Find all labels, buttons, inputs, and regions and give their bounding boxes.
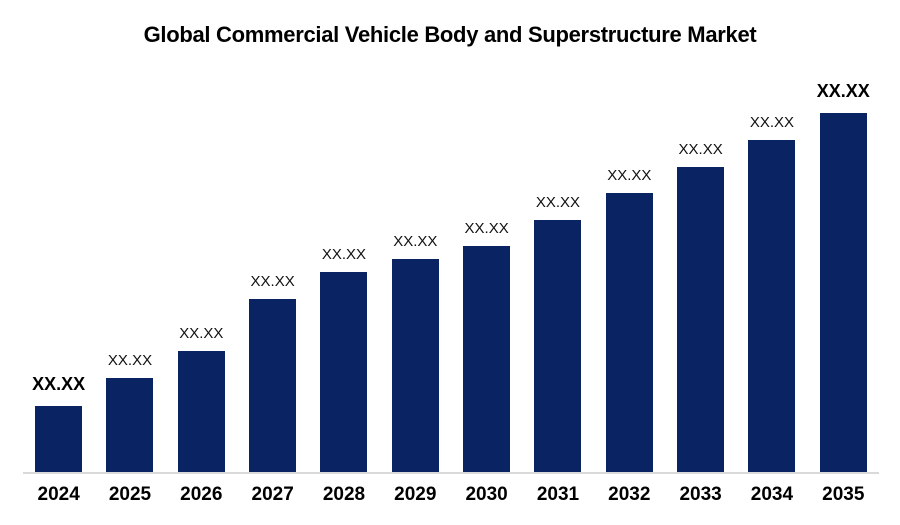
bars-row: XX.XX XX.XX XX.XX XX.XX XX.XX XX.XX XX.XX XX.XX… bbox=[23, 0, 879, 472]
bar-2033 bbox=[677, 167, 725, 472]
bar-2026 bbox=[177, 351, 225, 472]
bar-2028 bbox=[320, 272, 368, 472]
x-axis-label-2026: 2026 bbox=[180, 484, 223, 505]
bar-value-label: XX.XX bbox=[464, 220, 509, 237]
x-axis-label-2031: 2031 bbox=[536, 484, 580, 505]
bar-2032 bbox=[605, 193, 653, 472]
bar-2029 bbox=[391, 259, 439, 472]
bar-2024 bbox=[35, 406, 83, 472]
bar-2025 bbox=[106, 378, 154, 472]
bar-value-label: XX.XX bbox=[321, 246, 367, 263]
bar-slot: XX.XX bbox=[665, 0, 736, 472]
bar-slot: XX.XX bbox=[451, 0, 522, 472]
bar-value-label: XX.XX bbox=[678, 141, 723, 158]
bar-slot: XX.XX bbox=[23, 0, 94, 472]
x-axis-label-2034: 2034 bbox=[750, 484, 794, 505]
bar-value-label: XX.XX bbox=[107, 352, 153, 369]
x-axis-label-2032: 2032 bbox=[608, 484, 651, 505]
bar-value-label: XX.XX bbox=[749, 114, 795, 131]
x-axis-labels: 2024 2025 2026 2027 2028 2029 2030 2031 2032 2033… bbox=[23, 484, 879, 506]
x-axis-label-2030: 2030 bbox=[465, 484, 508, 505]
bar-value-label: XX.XX bbox=[250, 273, 295, 290]
bar-value-label: XX.XX bbox=[535, 194, 581, 211]
bar-2027 bbox=[249, 299, 297, 472]
x-axis-label-2024: 2024 bbox=[37, 484, 80, 505]
bar-slot: XX.XX bbox=[380, 0, 451, 472]
bar-value-label: XX.XX bbox=[816, 81, 870, 101]
bar-value-label: XX.XX bbox=[32, 374, 86, 394]
bar-value-label: XX.XX bbox=[179, 325, 224, 342]
x-axis-label-2033: 2033 bbox=[679, 484, 722, 505]
x-axis-label-2035: 2035 bbox=[822, 484, 865, 505]
bar-slot: XX.XX bbox=[166, 0, 237, 472]
bar-slot: XX.XX bbox=[94, 0, 165, 472]
bar-2030 bbox=[463, 246, 511, 472]
bar-slot: XX.XX bbox=[808, 0, 879, 472]
bar-value-label: XX.XX bbox=[393, 233, 438, 250]
bar-slot: XX.XX bbox=[522, 0, 593, 472]
bar-2035 bbox=[819, 113, 867, 472]
plot-area: XX.XX XX.XX XX.XX XX.XX XX.XX XX.XX XX.XX XX.XX… bbox=[23, 0, 879, 472]
bar-2031 bbox=[534, 220, 582, 472]
bar-slot: XX.XX bbox=[308, 0, 379, 472]
bar-value-label: XX.XX bbox=[607, 167, 652, 184]
x-axis-line bbox=[23, 472, 879, 474]
bar-slot: XX.XX bbox=[237, 0, 308, 472]
bar-slot: XX.XX bbox=[594, 0, 665, 472]
chart-title: Global Commercial Vehicle Body and Super… bbox=[143, 22, 757, 47]
x-axis-label-2027: 2027 bbox=[251, 484, 294, 505]
bar-slot: XX.XX bbox=[736, 0, 807, 472]
x-axis-label-2025: 2025 bbox=[108, 484, 152, 505]
x-axis-label-2028: 2028 bbox=[322, 484, 366, 505]
x-axis-label-2029: 2029 bbox=[394, 484, 437, 505]
bar-2034 bbox=[748, 140, 796, 472]
